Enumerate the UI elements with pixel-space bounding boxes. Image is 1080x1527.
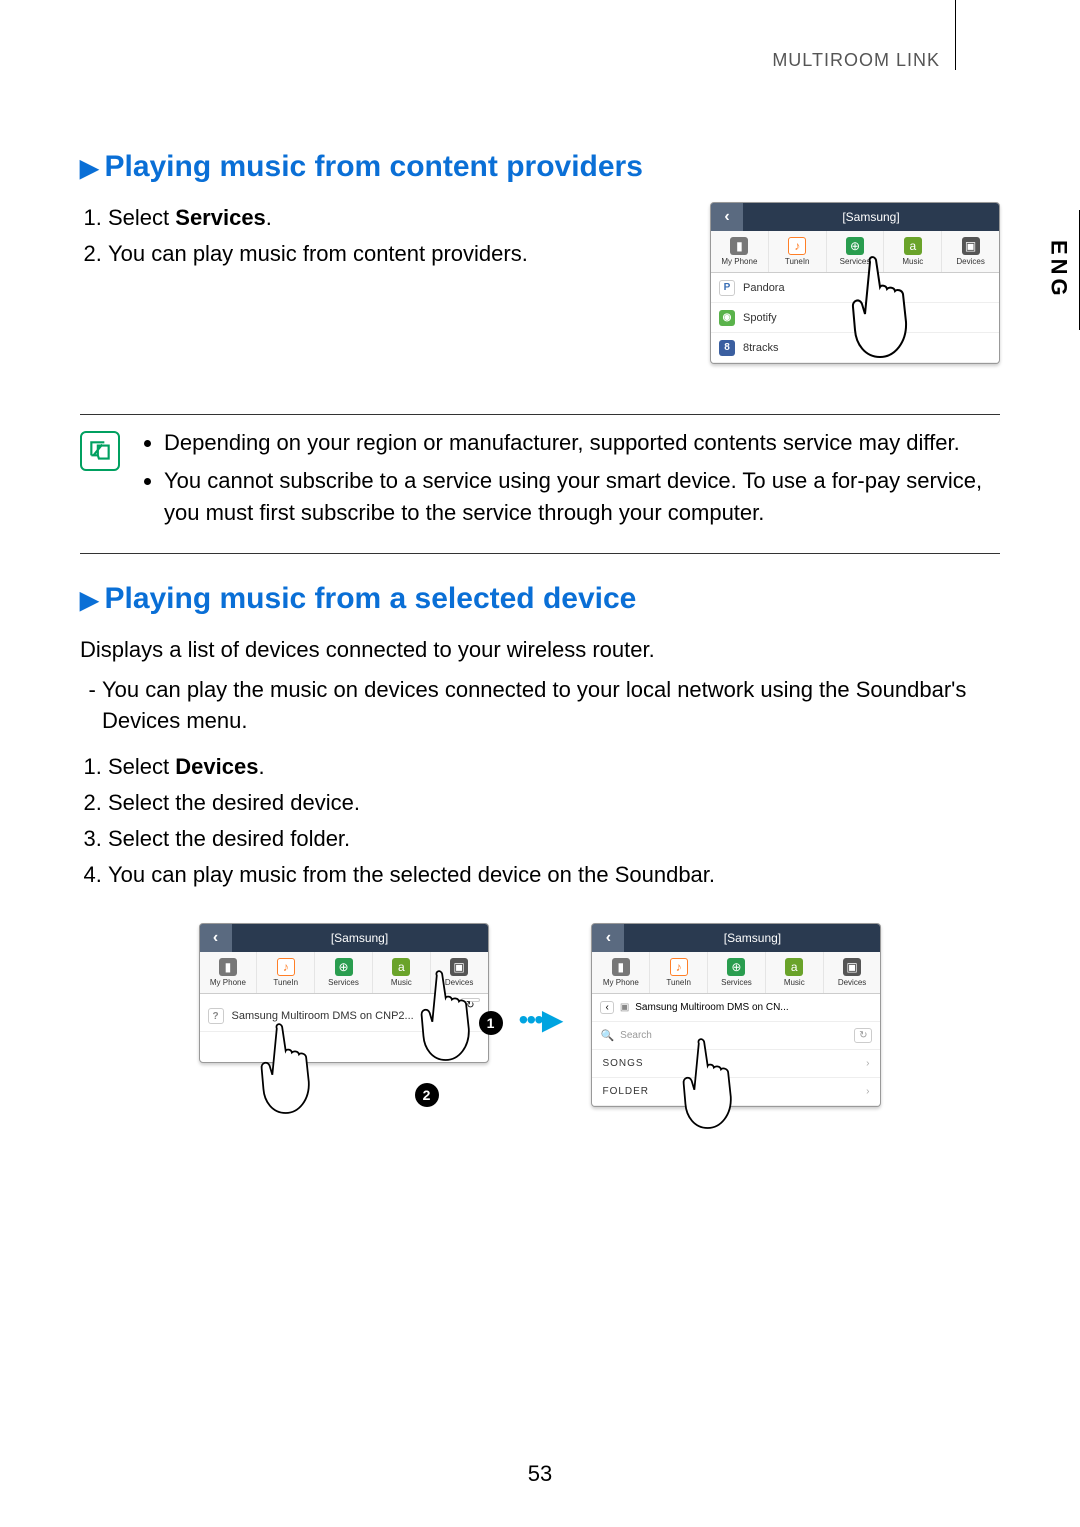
app-title: [Samsung] [624,931,880,945]
tab-services[interactable]: ⊕Services [315,952,373,993]
figure-devices-list: ‹ [Samsung] ▮My Phone ♪TuneIn ⊕Services … [199,923,489,1063]
service-spotify[interactable]: ◉Spotify [711,303,999,333]
tab-devices[interactable]: ▣Devices [942,231,999,272]
service-8tracks[interactable]: 88tracks [711,333,999,363]
device-row[interactable]: ?Samsung Multiroom DMS on CNP2... [200,1002,488,1032]
back-button[interactable]: ‹ [200,924,232,952]
note-icon [80,431,120,471]
page-number: 53 [528,1461,552,1487]
language-label: ENG [1046,240,1072,300]
s2-step-4: You can play music from the selected dev… [108,859,1000,891]
tab-devices[interactable]: ▣Devices [431,952,488,993]
callout-2: 2 [415,1083,439,1107]
search-placeholder: Search [620,1030,652,1041]
step-1: Select Services. [108,202,690,234]
section2-intro: Displays a list of devices connected to … [80,634,1000,666]
back-button[interactable]: ‹ [592,924,624,952]
service-pandora[interactable]: PPandora [711,273,999,303]
app-screenshot-services: ‹ [Samsung] ▮My Phone ♪TuneIn ⊕Services … [710,202,1000,364]
s2-step-2: Select the desired device. [108,787,1000,819]
tab-tunein[interactable]: ♪TuneIn [769,231,827,272]
section1-steps: Select Services. You can play music from… [80,202,690,364]
step-2: You can play music from content provider… [108,238,690,270]
section2-dash: You can play the music on devices connec… [102,674,1000,738]
breadcrumb-back-icon[interactable]: ‹ [600,1001,613,1014]
tab-music[interactable]: aMusic [884,231,942,272]
figure-device-folders: ‹ [Samsung] ▮My Phone ♪TuneIn ⊕Services … [591,923,881,1107]
tab-my-phone[interactable]: ▮My Phone [200,952,258,993]
s2-step-3: Select the desired folder. [108,823,1000,855]
tab-tunein[interactable]: ♪TuneIn [650,952,708,993]
refresh-icon[interactable]: ↻ [854,1028,872,1043]
bottom-figures: ‹ [Samsung] ▮My Phone ♪TuneIn ⊕Services … [80,923,1000,1107]
arrow-icon: •••▶ [519,1003,562,1036]
heading-selected-device: ▶Playing music from a selected device [80,582,1000,616]
tab-music[interactable]: aMusic [373,952,431,993]
heading-content-providers: ▶Playing music from content providers [80,150,1000,184]
note-2: You cannot subscribe to a service using … [164,465,1000,529]
tab-services[interactable]: ⊕Services [827,231,885,272]
app-title: [Samsung] [232,931,488,945]
breadcrumb-row: ‹ ▣ Samsung Multiroom DMS on CN... [592,994,880,1022]
app-screenshot-devices: ‹ [Samsung] ▮My Phone ♪TuneIn ⊕Services … [199,923,489,1063]
search-row[interactable]: 🔍 Search ↻ [592,1022,880,1050]
breadcrumb-text: Samsung Multiroom DMS on CN... [635,1002,788,1013]
app-title: [Samsung] [743,210,999,224]
search-icon: 🔍 [600,1029,614,1042]
app-screenshot-folders: ‹ [Samsung] ▮My Phone ♪TuneIn ⊕Services … [591,923,881,1107]
tab-services[interactable]: ⊕Services [708,952,766,993]
tab-tunein[interactable]: ♪TuneIn [257,952,315,993]
back-button[interactable]: ‹ [711,203,743,231]
language-tab: ENG [1038,210,1080,330]
tab-devices[interactable]: ▣Devices [824,952,881,993]
tab-my-phone[interactable]: ▮My Phone [711,231,769,272]
category-songs[interactable]: SONGS› [592,1050,880,1078]
triangle-icon: ▶ [80,155,98,182]
tab-music[interactable]: aMusic [766,952,824,993]
tab-my-phone[interactable]: ▮My Phone [592,952,650,993]
refresh-icon[interactable]: ↻ [461,998,479,1002]
note-1: Depending on your region or manufacturer… [164,427,1000,459]
s2-step-1: Select Devices. [108,751,1000,783]
category-folder[interactable]: FOLDER› [592,1078,880,1106]
page-content: ▶Playing music from content providers Se… [80,40,1000,1107]
note-block: Depending on your region or manufacturer… [80,414,1000,554]
figure-services: ‹ [Samsung] ▮My Phone ♪TuneIn ⊕Services … [710,202,1000,364]
triangle-icon: ▶ [80,587,98,614]
callout-1: 1 [479,1011,503,1035]
